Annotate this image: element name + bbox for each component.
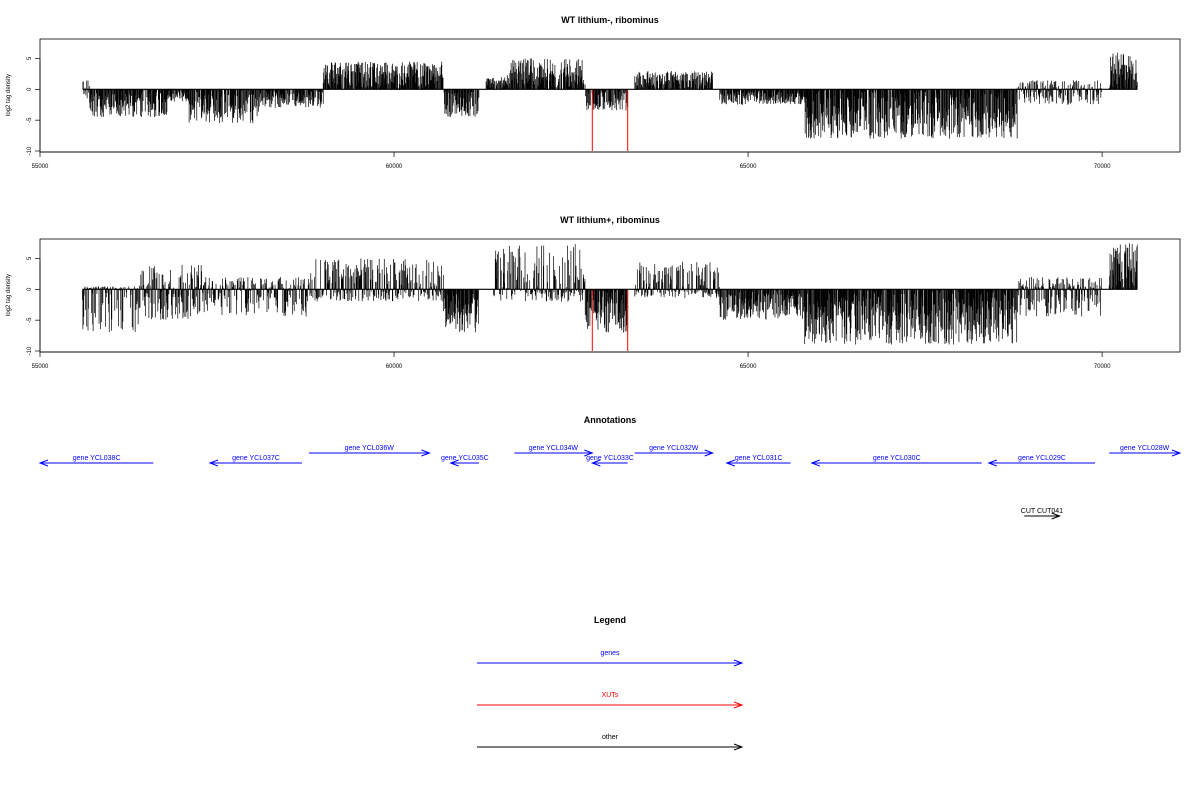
y-tick-label: -10 xyxy=(27,346,33,355)
x-tick-label: 65000 xyxy=(740,164,757,170)
feature-label: gene YCL035C xyxy=(441,455,489,462)
feature-label: gene YCL031C xyxy=(735,455,783,462)
feature-arrow-head xyxy=(987,459,997,467)
legend-arrow-head xyxy=(733,701,744,709)
feature-label: gene YCL028W xyxy=(1120,445,1170,452)
feature-label: CUT CUT041 xyxy=(1021,508,1063,515)
x-axis: 55000 60000 65000 70000 xyxy=(32,351,1111,370)
track-panel-lithium-plus: WT lithium+, ribominus 55000 60000 65000… xyxy=(6,215,1181,370)
y-tick-label: 0 xyxy=(27,87,33,91)
feature-label: gene YCL034W xyxy=(529,445,579,452)
x-tick-label: 55000 xyxy=(32,364,49,370)
legend-label: genes xyxy=(600,650,620,657)
x-tick-label: 70000 xyxy=(1094,364,1111,370)
feature-arrow-head xyxy=(208,459,219,467)
legend-title: Legend xyxy=(594,615,626,625)
feature-arrow-head xyxy=(584,449,594,457)
annotation-track: Annotations gene YCL038C gene YCL037Cgene… xyxy=(38,415,1182,520)
feature-arrow-head xyxy=(810,459,820,467)
feature-label: gene YCL036W xyxy=(345,445,395,452)
x-axis: 55000 60000 65000 70000 xyxy=(32,151,1111,170)
y-tick-label: 5 xyxy=(27,56,33,60)
feature-arrow-head xyxy=(1171,449,1182,457)
xut-highlights xyxy=(591,289,629,351)
y-tick-label: 0 xyxy=(27,287,33,291)
annotations-title: Annotations xyxy=(584,415,637,425)
panel-title: WT lithium-, ribominus xyxy=(561,15,659,25)
feature-arrow-head xyxy=(704,449,715,457)
y-tick-label: -10 xyxy=(27,146,33,155)
panel-title: WT lithium+, ribominus xyxy=(560,215,660,225)
feature-label: gene YCL037C xyxy=(232,455,280,462)
feature-arrow-head xyxy=(725,459,736,467)
feature-label: gene YCL029C xyxy=(1018,455,1066,462)
y-axis-label: log2 tag density xyxy=(6,274,12,316)
y-axis: -10 -5 0 5 xyxy=(27,256,41,355)
y-axis-label: log2 tag density xyxy=(6,74,12,116)
x-tick-label: 60000 xyxy=(386,364,403,370)
legend-arrow-head xyxy=(733,743,744,751)
feature-arrows: gene YCL038C gene YCL037C gene YCL036W gene… xyxy=(38,445,1182,520)
density-bars xyxy=(82,243,1138,345)
feature-label: gene YCL038C xyxy=(73,455,121,462)
legend-items: genes XUTs other xyxy=(477,650,744,751)
feature-label: gene YCL030C xyxy=(873,455,921,462)
feature-label: gene YCL033C xyxy=(586,455,634,462)
x-tick-label: 55000 xyxy=(32,164,49,170)
legend-label: other xyxy=(602,734,619,741)
feature-arrow-head xyxy=(590,459,601,467)
x-tick-label: 70000 xyxy=(1094,164,1111,170)
y-tick-label: 5 xyxy=(27,256,33,260)
feature-arrow-head xyxy=(421,449,431,457)
feature-arrow-head xyxy=(449,459,459,467)
x-tick-label: 60000 xyxy=(386,164,403,170)
x-tick-label: 65000 xyxy=(740,364,757,370)
legend: Legend genes XUTs other xyxy=(477,615,744,751)
xut-highlights xyxy=(591,89,629,151)
legend-arrow-head xyxy=(733,659,744,667)
feature-arrow-head xyxy=(1051,512,1062,520)
legend-label: XUTs xyxy=(602,692,619,699)
feature-label: gene YCL032W xyxy=(649,445,699,452)
y-axis: -10 -5 0 5 xyxy=(27,56,41,155)
density-bars xyxy=(82,52,1138,139)
y-tick-label: -5 xyxy=(27,317,33,323)
track-panel-lithium-minus: WT lithium-, ribominus 55000 60000 65000… xyxy=(6,15,1181,170)
y-tick-label: -5 xyxy=(27,117,33,123)
feature-arrow-head xyxy=(38,459,49,467)
